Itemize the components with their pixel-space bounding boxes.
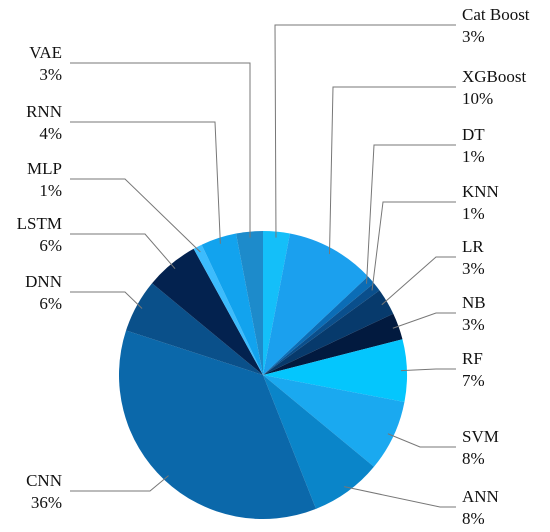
slice-value: 36% <box>31 493 62 512</box>
slice-label: LR <box>462 237 484 256</box>
leader-line <box>70 121 221 244</box>
pie-slice <box>263 231 290 375</box>
pie-slice <box>263 233 368 375</box>
pie-slice <box>263 276 374 375</box>
slice-label: LSTM <box>17 214 62 233</box>
slice-value: 3% <box>39 65 62 84</box>
slice-label: ANN <box>462 487 499 506</box>
pie-slice <box>263 375 405 467</box>
slice-value: 3% <box>462 315 485 334</box>
slice-value: 3% <box>462 259 485 278</box>
slice-value: 6% <box>39 236 62 255</box>
slice-value: 7% <box>462 371 485 390</box>
leader-line <box>371 201 456 291</box>
slice-value: 6% <box>39 294 62 313</box>
slice-value: 1% <box>462 204 485 223</box>
slice-label: DT <box>462 125 485 144</box>
slice-label: NB <box>462 293 486 312</box>
slice-label: KNN <box>462 182 499 201</box>
slice-value: 4% <box>39 124 62 143</box>
leader-line <box>366 144 456 284</box>
slice-value: 1% <box>462 147 485 166</box>
pie-slice <box>263 290 394 375</box>
leader-line <box>387 433 456 448</box>
slice-value: 8% <box>462 449 485 468</box>
slice-label: MLP <box>27 159 62 178</box>
slice-label: VAE <box>29 43 62 62</box>
pie-slice <box>126 283 264 375</box>
slice-label: XGBoost <box>462 67 527 86</box>
slice-label: RF <box>462 349 483 368</box>
slice-label: Cat Boost <box>462 5 530 24</box>
slice-value: 10% <box>462 89 493 108</box>
pie-slice <box>236 231 263 375</box>
slice-label: CNN <box>26 471 62 490</box>
slice-label: SVM <box>462 427 499 446</box>
pie-slice <box>263 339 407 402</box>
leader-line <box>274 24 456 238</box>
pie-slice <box>201 233 263 375</box>
leader-line <box>70 178 201 253</box>
leader-line <box>400 368 456 372</box>
slice-value: 1% <box>39 181 62 200</box>
leader-line <box>344 486 456 508</box>
leader-line <box>70 233 176 269</box>
pie-slice <box>263 375 374 509</box>
slice-value: 3% <box>462 27 485 46</box>
leader-line <box>328 86 456 255</box>
pie-slice <box>193 244 263 375</box>
pie-slice <box>152 248 263 375</box>
leader-line <box>70 62 251 238</box>
leader-line <box>392 312 456 329</box>
pie-slice <box>119 330 317 519</box>
leader-line <box>381 256 456 306</box>
slice-label: DNN <box>25 272 62 291</box>
leader-line <box>70 291 143 309</box>
pie-slice <box>263 283 380 375</box>
slice-value: 8% <box>462 509 485 528</box>
pie-slice <box>263 313 403 375</box>
leader-line <box>70 475 169 492</box>
slice-label: RNN <box>26 102 62 121</box>
